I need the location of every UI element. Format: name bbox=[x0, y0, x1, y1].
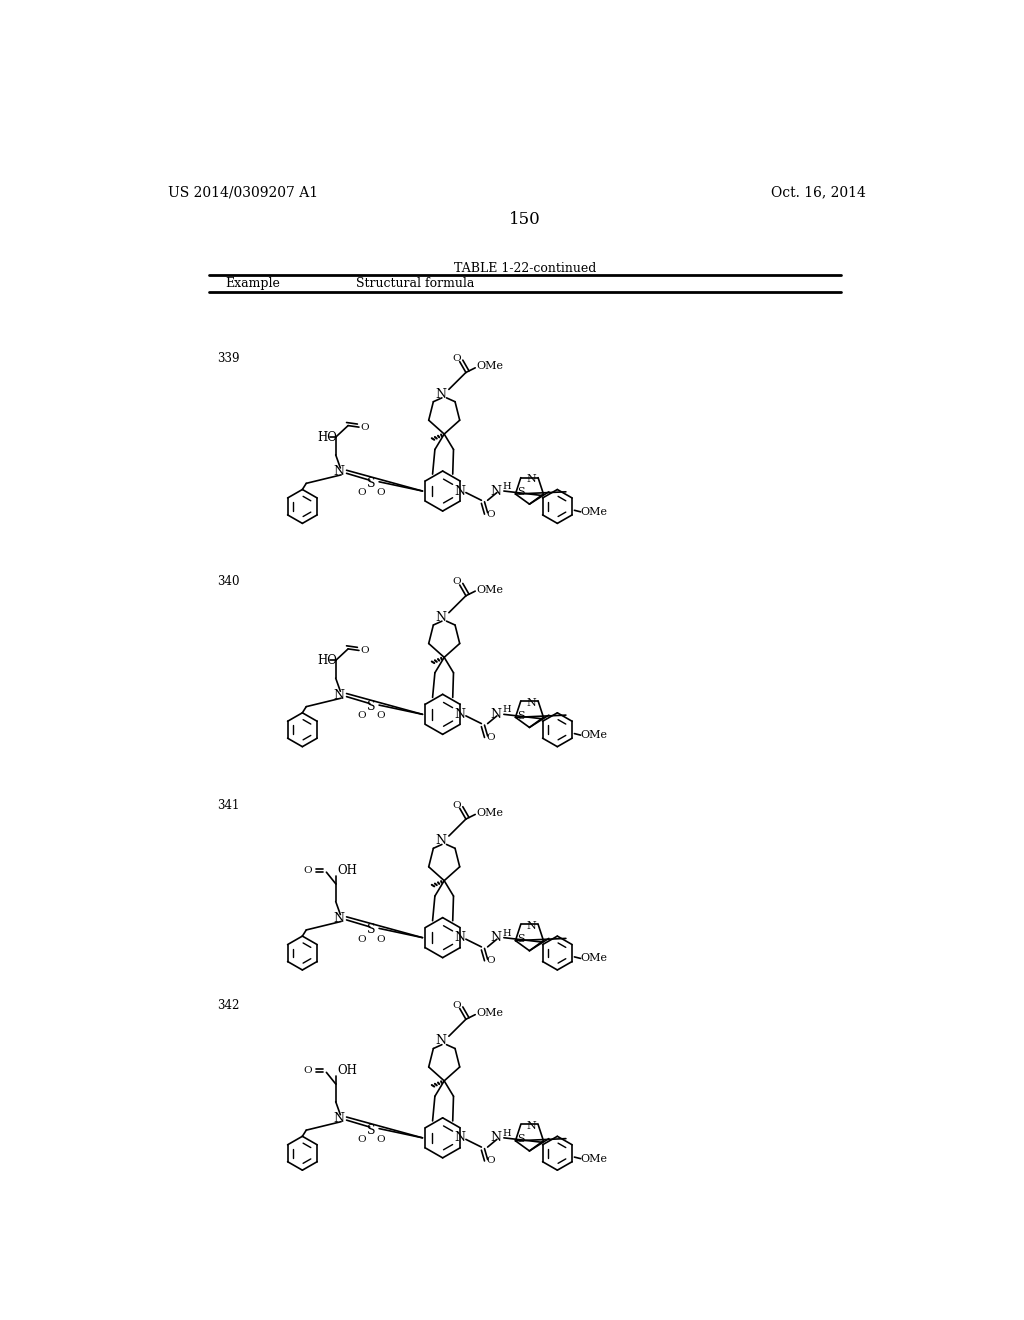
Text: TABLE 1-22-continued: TABLE 1-22-continued bbox=[454, 261, 596, 275]
Text: OMe: OMe bbox=[477, 808, 504, 818]
Text: S: S bbox=[367, 1123, 376, 1137]
Text: 342: 342 bbox=[217, 999, 240, 1012]
Text: OMe: OMe bbox=[477, 1008, 504, 1018]
Text: N: N bbox=[490, 1131, 502, 1144]
Text: OMe: OMe bbox=[477, 585, 504, 594]
Text: O: O bbox=[377, 1135, 385, 1144]
Text: N: N bbox=[435, 1035, 446, 1047]
Text: HO: HO bbox=[317, 653, 337, 667]
Text: O: O bbox=[377, 711, 385, 721]
Text: N: N bbox=[455, 484, 465, 498]
Text: OMe: OMe bbox=[581, 730, 607, 741]
Text: N: N bbox=[526, 697, 537, 708]
Text: O: O bbox=[377, 935, 385, 944]
Text: Structural formula: Structural formula bbox=[355, 277, 474, 290]
Text: O: O bbox=[486, 733, 496, 742]
Text: N: N bbox=[333, 689, 344, 702]
Text: H: H bbox=[503, 1129, 511, 1138]
Text: N: N bbox=[526, 474, 537, 484]
Text: H: H bbox=[503, 928, 511, 937]
Text: O: O bbox=[304, 1067, 312, 1076]
Text: Example: Example bbox=[225, 277, 280, 290]
Text: S: S bbox=[517, 935, 524, 944]
Text: OMe: OMe bbox=[581, 953, 607, 964]
Text: S: S bbox=[367, 700, 376, 713]
Text: OMe: OMe bbox=[477, 362, 504, 371]
Text: N: N bbox=[333, 465, 344, 478]
Text: N: N bbox=[435, 834, 446, 847]
Text: OH: OH bbox=[337, 1064, 357, 1077]
Text: 341: 341 bbox=[217, 799, 240, 812]
Text: N: N bbox=[455, 1131, 465, 1144]
Text: S: S bbox=[517, 1134, 524, 1144]
Text: O: O bbox=[357, 935, 367, 944]
Text: N: N bbox=[526, 1121, 537, 1131]
Text: S: S bbox=[367, 477, 376, 490]
Text: N: N bbox=[490, 931, 502, 944]
Text: O: O bbox=[453, 1001, 461, 1010]
Text: N: N bbox=[333, 1111, 344, 1125]
Text: HO: HO bbox=[317, 430, 337, 444]
Text: O: O bbox=[486, 956, 496, 965]
Text: O: O bbox=[357, 488, 367, 498]
Text: N: N bbox=[490, 484, 502, 498]
Text: 150: 150 bbox=[509, 211, 541, 228]
Text: O: O bbox=[304, 866, 312, 875]
Text: O: O bbox=[377, 488, 385, 498]
Text: O: O bbox=[360, 645, 369, 655]
Text: N: N bbox=[435, 388, 446, 400]
Text: O: O bbox=[486, 1156, 496, 1166]
Text: N: N bbox=[455, 931, 465, 944]
Text: H: H bbox=[503, 482, 511, 491]
Text: O: O bbox=[486, 510, 496, 519]
Text: OMe: OMe bbox=[581, 1154, 607, 1164]
Text: N: N bbox=[435, 611, 446, 624]
Text: O: O bbox=[453, 577, 461, 586]
Text: S: S bbox=[517, 487, 524, 498]
Text: OMe: OMe bbox=[581, 507, 607, 517]
Text: Oct. 16, 2014: Oct. 16, 2014 bbox=[771, 185, 866, 199]
Text: O: O bbox=[357, 1135, 367, 1144]
Text: O: O bbox=[357, 711, 367, 721]
Text: N: N bbox=[333, 912, 344, 925]
Text: H: H bbox=[503, 705, 511, 714]
Text: US 2014/0309207 A1: US 2014/0309207 A1 bbox=[168, 185, 318, 199]
Text: O: O bbox=[453, 354, 461, 363]
Text: O: O bbox=[360, 422, 369, 432]
Text: 339: 339 bbox=[217, 352, 240, 366]
Text: S: S bbox=[517, 710, 524, 721]
Text: 340: 340 bbox=[217, 576, 240, 589]
Text: S: S bbox=[367, 924, 376, 936]
Text: O: O bbox=[453, 801, 461, 809]
Text: N: N bbox=[455, 708, 465, 721]
Text: N: N bbox=[490, 708, 502, 721]
Text: OH: OH bbox=[337, 865, 357, 878]
Text: N: N bbox=[526, 921, 537, 931]
